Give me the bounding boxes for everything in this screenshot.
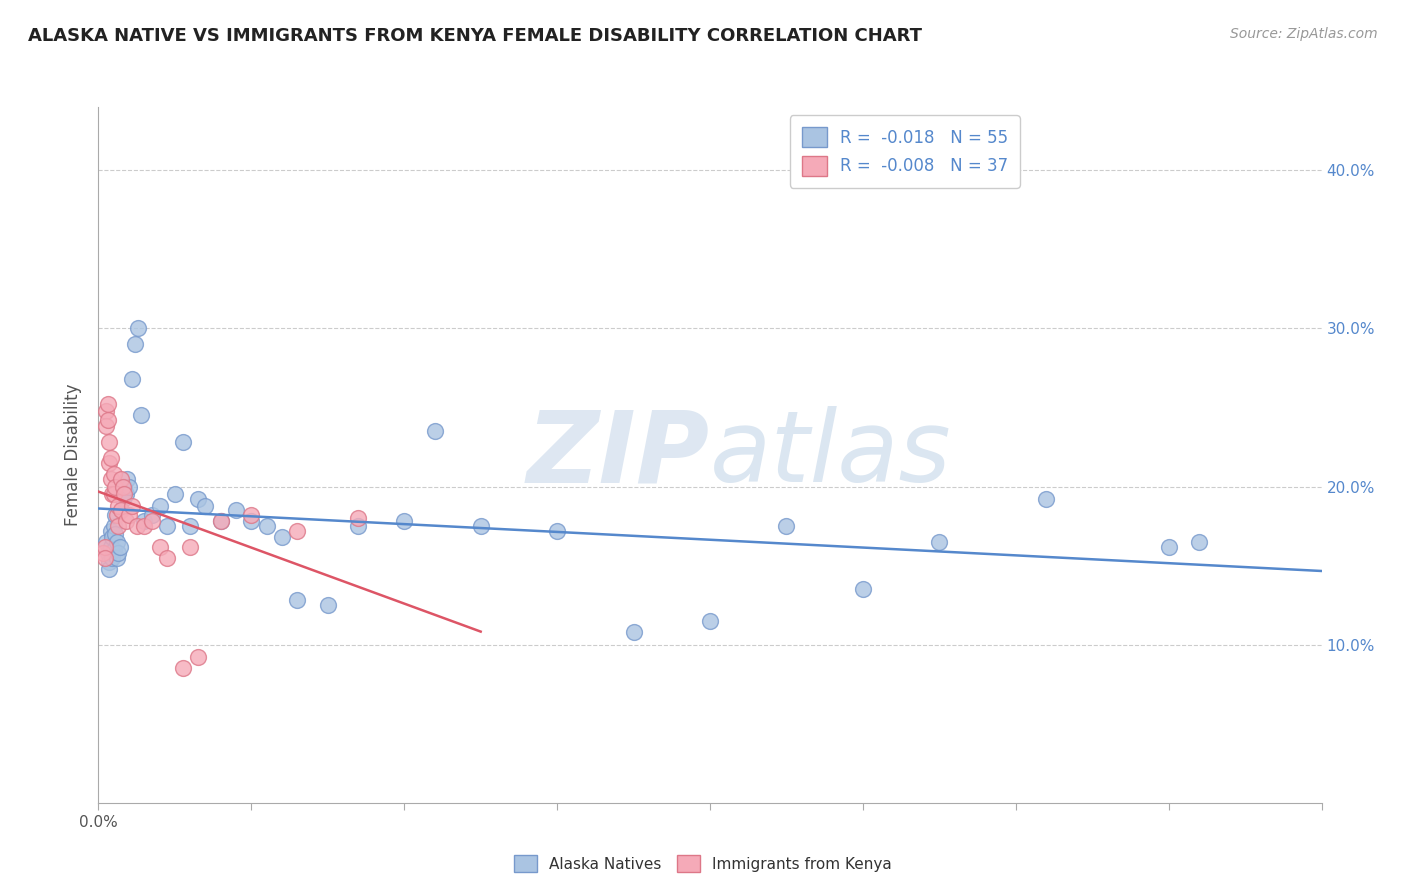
Legend: R =  -0.018   N = 55, R =  -0.008   N = 37: R = -0.018 N = 55, R = -0.008 N = 37 xyxy=(790,115,1019,187)
Point xyxy=(623,625,645,640)
Point xyxy=(149,540,172,554)
Point xyxy=(125,519,148,533)
Point xyxy=(94,534,117,549)
Point xyxy=(103,487,125,501)
Point xyxy=(103,542,125,557)
Point xyxy=(110,503,132,517)
Point xyxy=(852,582,875,597)
Point xyxy=(121,499,143,513)
Point xyxy=(225,503,247,517)
Text: ZIP: ZIP xyxy=(527,407,710,503)
Point xyxy=(118,479,141,493)
Point xyxy=(91,546,114,560)
Point xyxy=(100,540,122,554)
Point xyxy=(97,546,120,560)
Point xyxy=(101,487,124,501)
Point xyxy=(107,519,129,533)
Point xyxy=(100,524,122,538)
Point xyxy=(103,467,125,481)
Point xyxy=(546,524,568,538)
Point xyxy=(127,321,149,335)
Y-axis label: Female Disability: Female Disability xyxy=(65,384,83,526)
Point xyxy=(117,472,139,486)
Point xyxy=(104,527,127,541)
Point xyxy=(699,614,721,628)
Point xyxy=(110,483,132,497)
Point xyxy=(470,519,492,533)
Point xyxy=(423,424,446,438)
Point xyxy=(121,372,143,386)
Point xyxy=(93,540,115,554)
Point xyxy=(156,519,179,533)
Point xyxy=(93,550,115,565)
Point xyxy=(104,508,127,522)
Point xyxy=(141,514,163,528)
Point xyxy=(105,550,128,565)
Point xyxy=(98,562,121,576)
Point xyxy=(107,546,129,560)
Point xyxy=(172,661,194,675)
Point xyxy=(1157,540,1180,554)
Point xyxy=(256,519,278,533)
Point xyxy=(1188,534,1211,549)
Point xyxy=(94,403,117,417)
Point xyxy=(101,550,124,565)
Point xyxy=(270,530,292,544)
Point xyxy=(104,479,127,493)
Point xyxy=(107,499,129,513)
Point xyxy=(98,556,121,570)
Point xyxy=(392,514,416,528)
Point xyxy=(118,508,141,522)
Point xyxy=(240,508,263,522)
Point xyxy=(172,435,194,450)
Point xyxy=(928,534,950,549)
Text: Source: ZipAtlas.com: Source: ZipAtlas.com xyxy=(1230,27,1378,41)
Point xyxy=(187,492,209,507)
Point xyxy=(187,650,209,665)
Point xyxy=(285,524,308,538)
Point xyxy=(149,499,172,513)
Point xyxy=(111,492,134,507)
Point xyxy=(111,479,134,493)
Point xyxy=(100,451,122,466)
Text: atlas: atlas xyxy=(710,407,952,503)
Point xyxy=(179,519,201,533)
Text: ALASKA NATIVE VS IMMIGRANTS FROM KENYA FEMALE DISABILITY CORRELATION CHART: ALASKA NATIVE VS IMMIGRANTS FROM KENYA F… xyxy=(28,27,922,45)
Point xyxy=(124,337,146,351)
Point xyxy=(97,397,120,411)
Point xyxy=(156,550,179,565)
Point xyxy=(115,487,138,501)
Point xyxy=(115,514,138,528)
Point xyxy=(108,540,131,554)
Point xyxy=(105,508,128,522)
Point xyxy=(240,514,263,528)
Point xyxy=(101,530,124,544)
Point xyxy=(112,479,135,493)
Point xyxy=(179,540,201,554)
Point xyxy=(112,487,135,501)
Point xyxy=(209,514,232,528)
Point xyxy=(94,419,117,434)
Point xyxy=(141,508,163,522)
Point xyxy=(110,472,132,486)
Point xyxy=(163,487,186,501)
Point xyxy=(285,593,308,607)
Point xyxy=(103,519,125,533)
Point xyxy=(316,598,339,612)
Point xyxy=(347,511,370,525)
Point xyxy=(209,514,232,528)
Point xyxy=(129,409,152,423)
Point xyxy=(98,435,121,450)
Point xyxy=(347,519,370,533)
Point xyxy=(194,499,217,513)
Point xyxy=(100,472,122,486)
Point xyxy=(134,519,156,533)
Point xyxy=(97,413,120,427)
Point xyxy=(775,519,797,533)
Legend: Alaska Natives, Immigrants from Kenya: Alaska Natives, Immigrants from Kenya xyxy=(506,847,900,880)
Point xyxy=(105,534,128,549)
Point xyxy=(1035,492,1057,507)
Point xyxy=(134,514,156,528)
Point xyxy=(98,456,121,470)
